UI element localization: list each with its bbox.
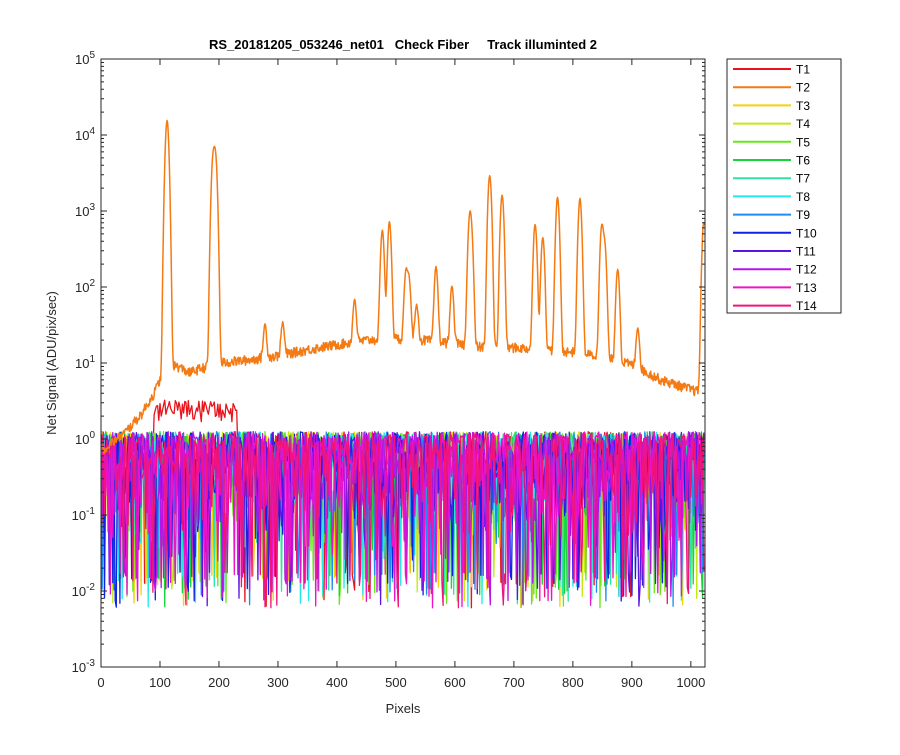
- legend-label-t6: T6: [796, 154, 810, 168]
- y-tick-label: 10-1: [72, 506, 96, 523]
- y-tick-label: 105: [75, 50, 95, 67]
- y-tick-label: 104: [75, 126, 95, 143]
- legend-label-t5: T5: [796, 135, 810, 149]
- y-axis-label: Net Signal (ADU/pix/sec): [44, 291, 59, 435]
- x-tick-label: 300: [267, 675, 289, 690]
- legend: T1 T2 T3 T4 T5 T6 T7 T8 T9 T10 T11 T12 T13 T14: [726, 58, 842, 314]
- x-tick-label: 900: [621, 675, 643, 690]
- y-tick-label: 103: [75, 202, 95, 219]
- legend-label-t7: T7: [796, 172, 810, 186]
- y-tick-label: 101: [75, 354, 95, 371]
- legend-label-t14: T14: [796, 299, 817, 313]
- x-tick-label: 700: [503, 675, 525, 690]
- y-tick-label: 10-3: [72, 658, 96, 675]
- legend-label-t13: T13: [796, 281, 817, 295]
- series-layer: [101, 119, 705, 609]
- legend-label-t11: T11: [796, 245, 816, 259]
- x-tick-label: 100: [149, 675, 171, 690]
- axis-ticks: 0 100 200 300 400 500 600 700 800 900 1000 10-3 10-2…: [72, 50, 706, 690]
- x-tick-label: 800: [562, 675, 584, 690]
- legend-label-t8: T8: [796, 190, 810, 204]
- y-tick-label: 10-2: [72, 582, 96, 599]
- x-tick-label: 1000: [676, 675, 705, 690]
- legend-box: [726, 58, 842, 314]
- legend-label-t10: T10: [796, 226, 817, 240]
- chart-title: RS_20181205_053246_net01 Check Fiber Tra…: [209, 37, 597, 52]
- legend-label-t9: T9: [796, 208, 810, 222]
- x-tick-label: 400: [326, 675, 348, 690]
- x-tick-label: 500: [385, 675, 407, 690]
- series-line-t14: [101, 431, 705, 609]
- x-tick-label: 600: [444, 675, 466, 690]
- x-tick-label: 0: [97, 675, 104, 690]
- series-line-t2: [101, 119, 705, 456]
- legend-label-t2: T2: [796, 81, 810, 95]
- x-axis-label: Pixels: [386, 701, 421, 716]
- y-tick-label: 100: [75, 430, 95, 447]
- y-tick-label: 102: [75, 278, 95, 295]
- legend-label-t1: T1: [796, 63, 810, 77]
- x-tick-label: 200: [208, 675, 230, 690]
- legend-label-t12: T12: [796, 263, 817, 277]
- legend-label-t3: T3: [796, 99, 810, 113]
- legend-label-t4: T4: [796, 117, 810, 131]
